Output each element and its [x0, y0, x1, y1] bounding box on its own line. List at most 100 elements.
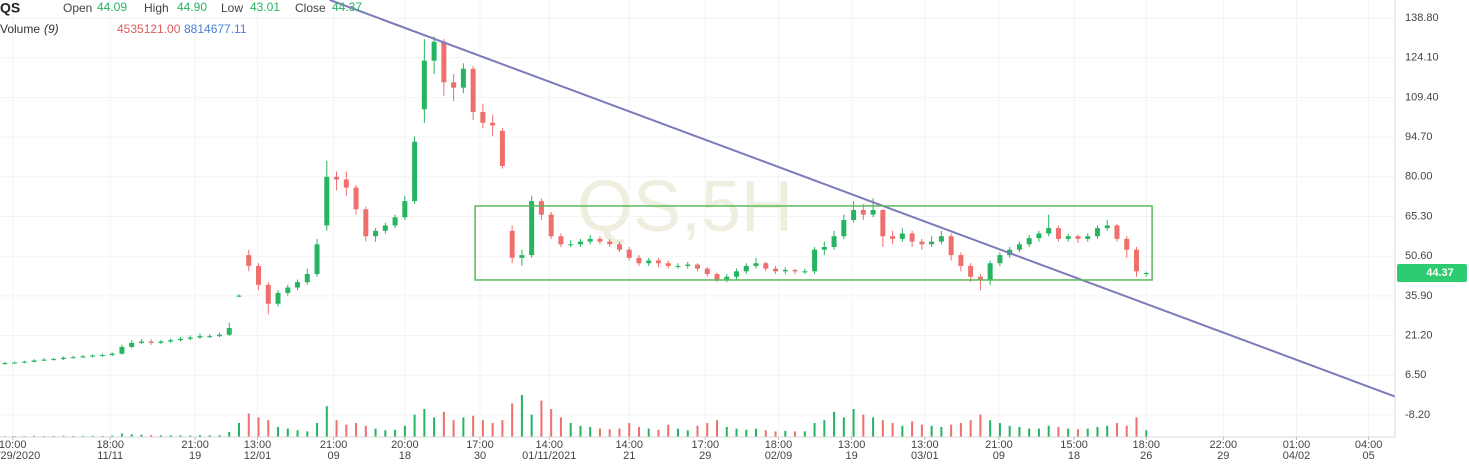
x-tick-label: 13:00 [911, 439, 939, 451]
candle-body [158, 341, 164, 343]
candle-body [1075, 236, 1081, 239]
volume-bar [228, 431, 231, 437]
trendline [329, 0, 1395, 398]
last-price-badge [1397, 264, 1467, 283]
volume-bar [725, 426, 728, 437]
x-tick-sublabel: 18 [399, 450, 411, 462]
volume-bar [550, 409, 553, 437]
last-price-label: 44.37 [1426, 267, 1454, 279]
candle-body [675, 265, 681, 267]
volume-bar [559, 417, 562, 437]
field-value: 44.09 [97, 0, 127, 14]
candle-body [743, 265, 749, 272]
volume-bar [1115, 423, 1118, 437]
y-tick-label: 124.10 [1405, 52, 1439, 64]
volume-bar [852, 409, 855, 437]
candle-body [782, 269, 788, 272]
candle-body [929, 241, 935, 245]
candle-body [334, 176, 340, 180]
candle-body [860, 210, 866, 215]
volume-value: 4535121.00 [117, 22, 181, 36]
candle-body [616, 244, 622, 250]
x-tick-label: 22:00 [1210, 439, 1238, 451]
candle-body [763, 263, 769, 269]
candle-body [256, 265, 262, 285]
candle-body [490, 122, 496, 126]
volume-bar [940, 426, 943, 437]
volume-bar [1028, 428, 1031, 437]
volume-bar [794, 431, 797, 437]
candle-body [607, 241, 613, 245]
volume-bar [1135, 417, 1138, 437]
candle-body [187, 337, 193, 339]
volume-bar [1067, 428, 1070, 437]
candle-body [704, 268, 710, 275]
x-tick-sublabel: 18 [1068, 450, 1080, 462]
volume-bar [911, 421, 914, 437]
candle-body [568, 244, 574, 246]
volume-bar [803, 431, 806, 437]
x-tick-label: 01:00 [1283, 439, 1311, 451]
y-tick-label: -8.20 [1405, 409, 1430, 421]
volume-value: 8814677.11 [184, 22, 247, 36]
watermark: QS,5H [577, 167, 793, 247]
volume-bar [667, 424, 670, 437]
volume-bar [267, 420, 270, 437]
candle-body [295, 282, 301, 288]
candle-body [626, 249, 632, 258]
candle-body [1026, 238, 1032, 245]
candle-body [577, 241, 583, 245]
y-tick-label: 50.60 [1405, 250, 1433, 262]
volume-bar [335, 420, 338, 437]
field-label: High [144, 1, 169, 15]
volume-bar [745, 429, 748, 437]
volume-bar [13, 435, 16, 437]
candle-body [109, 353, 115, 356]
volume-bar [384, 430, 387, 437]
candle-body [353, 187, 359, 210]
candle-body [1114, 225, 1120, 239]
candle-body [909, 233, 915, 242]
candle-body [1055, 228, 1061, 239]
candle-body [1124, 238, 1130, 250]
candle-body [870, 210, 876, 215]
volume-bar [150, 435, 153, 437]
x-tick-sublabel: 30 [474, 450, 486, 462]
volume-bar [130, 434, 133, 437]
candle-body [129, 342, 135, 347]
volume-bar [569, 423, 572, 437]
volume-bar [218, 435, 221, 437]
volume-bar [598, 428, 601, 437]
candle-body [1143, 273, 1149, 275]
candle-body [21, 361, 27, 363]
volume-label: Volume [0, 22, 40, 36]
candle-body [831, 236, 837, 248]
candle-body [1104, 225, 1110, 229]
volume-bar [91, 435, 94, 437]
volume-bar [189, 435, 192, 437]
candle-body [148, 341, 154, 343]
candle-body [997, 255, 1003, 264]
volume-bar [62, 435, 65, 437]
volume-bar [979, 414, 982, 437]
candle-body [70, 357, 76, 359]
volume-bar [179, 435, 182, 437]
field-value: 44.37 [332, 0, 362, 14]
candle-body [958, 255, 964, 266]
candle-body [12, 362, 18, 364]
volume-bar [520, 395, 523, 437]
candle-layer [2, 36, 1149, 365]
field-label: Low [221, 1, 243, 15]
field-label: Close [295, 1, 326, 15]
volume-bar [452, 420, 455, 437]
x-tick-sublabel: 19 [846, 450, 858, 462]
candle-body [509, 230, 515, 258]
candle-body [431, 41, 437, 61]
candle-body [207, 336, 213, 338]
y-tick-label: 80.00 [1405, 171, 1433, 183]
grid [0, 0, 1395, 437]
volume-bar [364, 425, 367, 437]
candle-body [499, 130, 505, 166]
candle-body [558, 236, 564, 245]
volume-bar [247, 413, 250, 437]
